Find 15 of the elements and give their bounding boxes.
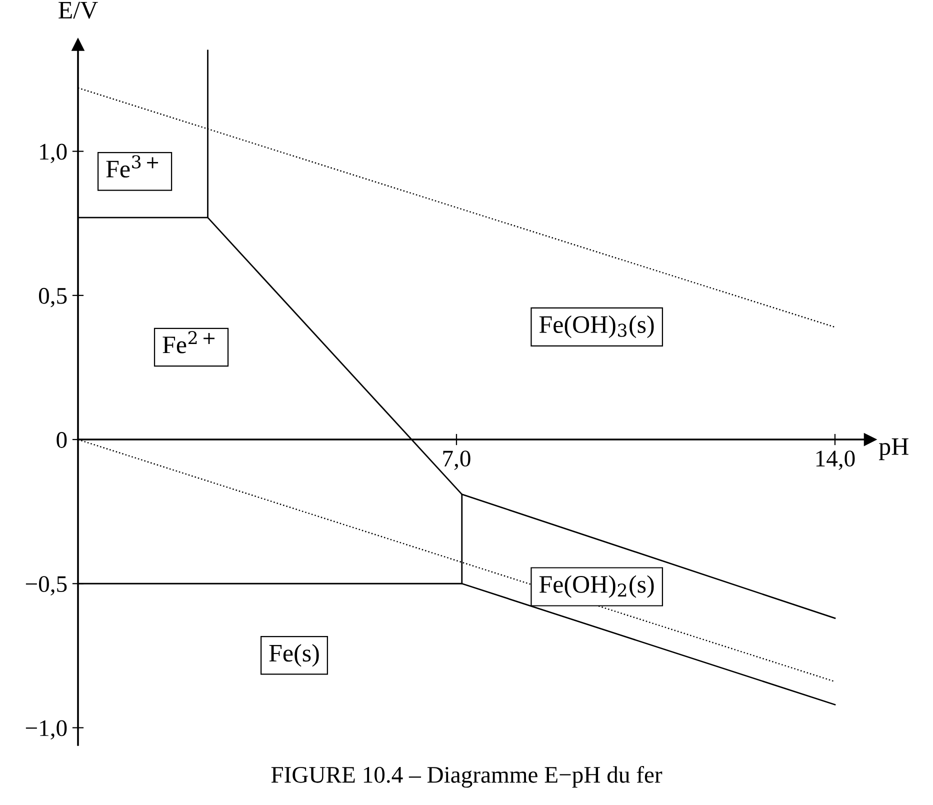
y-tick-label: 0,5 bbox=[38, 288, 67, 308]
y-tick-label: −1,0 bbox=[26, 720, 67, 740]
x-tick-label: 14,0 bbox=[816, 450, 855, 470]
y-tick-label: 0 bbox=[56, 432, 67, 448]
y-tick-label: −0,5 bbox=[26, 576, 67, 596]
annotation: Fe(s) bbox=[269, 644, 319, 667]
annotation: Fe$^{3+}$ bbox=[106, 155, 158, 178]
x-axis-title: pH bbox=[879, 438, 908, 460]
x-tick-label: 7,0 bbox=[443, 450, 470, 470]
caption: FIGURE 10.4 – Diagramme E−pH du fer bbox=[271, 766, 662, 788]
y-tick-label: 1,0 bbox=[40, 144, 67, 164]
annotation: Fe(OH)$_{2}$(s) bbox=[539, 575, 654, 598]
annotation: Fe(OH)$_{3}$(s) bbox=[539, 315, 654, 338]
y-axis-title: E/V bbox=[58, 2, 98, 19]
annotation: Fe$^{2+}$ bbox=[162, 330, 215, 354]
